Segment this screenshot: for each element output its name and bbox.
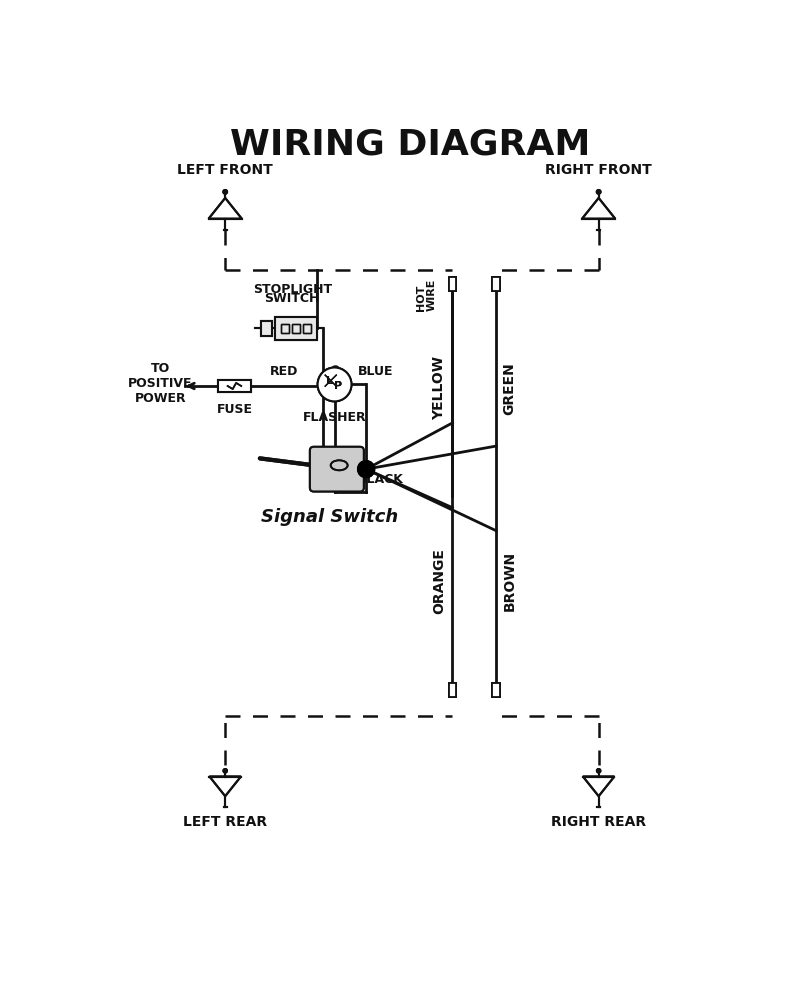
Text: YELLOW: YELLOW [432,356,446,421]
Text: RED: RED [330,361,342,390]
Circle shape [318,367,351,401]
Bar [218,380,251,392]
Text: P: P [334,381,342,391]
Text: RIGHT FRONT: RIGHT FRONT [546,163,652,177]
Text: FUSE: FUSE [217,403,253,416]
Text: WIRING DIAGRAM: WIRING DIAGRAM [230,128,590,162]
Bar [449,277,456,291]
Bar [282,324,289,333]
Text: FLASHER: FLASHER [302,411,366,424]
Text: P: P [334,381,342,391]
Circle shape [597,190,601,194]
Text: RED: RED [270,365,298,378]
FancyBboxPatch shape [310,446,364,491]
Circle shape [597,768,601,773]
Text: Signal Switch: Signal Switch [261,508,398,526]
Text: GREEN: GREEN [502,362,516,415]
Text: RIGHT REAR: RIGHT REAR [551,815,646,829]
Bar [292,324,300,333]
Text: SWITCH: SWITCH [265,292,320,305]
Text: L: L [326,376,333,386]
Bar [275,317,318,340]
Circle shape [358,460,374,477]
Circle shape [358,460,374,477]
Bar [261,321,272,336]
Text: BLUE: BLUE [358,365,393,378]
Circle shape [223,190,227,194]
Text: HOT
WIRE: HOT WIRE [416,278,437,311]
Text: TO
POSITIVE
POWER: TO POSITIVE POWER [128,362,193,405]
Bar [449,683,456,697]
Bar [261,321,272,336]
Bar [492,683,500,697]
Bar [449,277,456,291]
Circle shape [597,768,601,773]
Bar [492,277,500,291]
Circle shape [318,367,351,401]
Circle shape [597,190,601,194]
Text: LEFT REAR: LEFT REAR [183,815,267,829]
Bar [275,317,318,340]
Circle shape [223,768,227,773]
Bar [218,380,251,392]
Text: L: L [326,376,333,386]
Bar [492,683,500,697]
Bar [292,324,300,333]
Text: STOPLIGHT: STOPLIGHT [253,283,332,296]
Bar [303,324,310,333]
Text: BROWN: BROWN [502,550,516,611]
FancyBboxPatch shape [310,446,364,491]
Bar [492,277,500,291]
Bar [303,324,310,333]
Circle shape [223,768,227,773]
Text: LEFT FRONT: LEFT FRONT [178,163,273,177]
Bar [449,683,456,697]
Bar [282,324,289,333]
Circle shape [223,190,227,194]
Text: BLACK: BLACK [358,473,403,486]
Text: ORANGE: ORANGE [432,547,446,614]
